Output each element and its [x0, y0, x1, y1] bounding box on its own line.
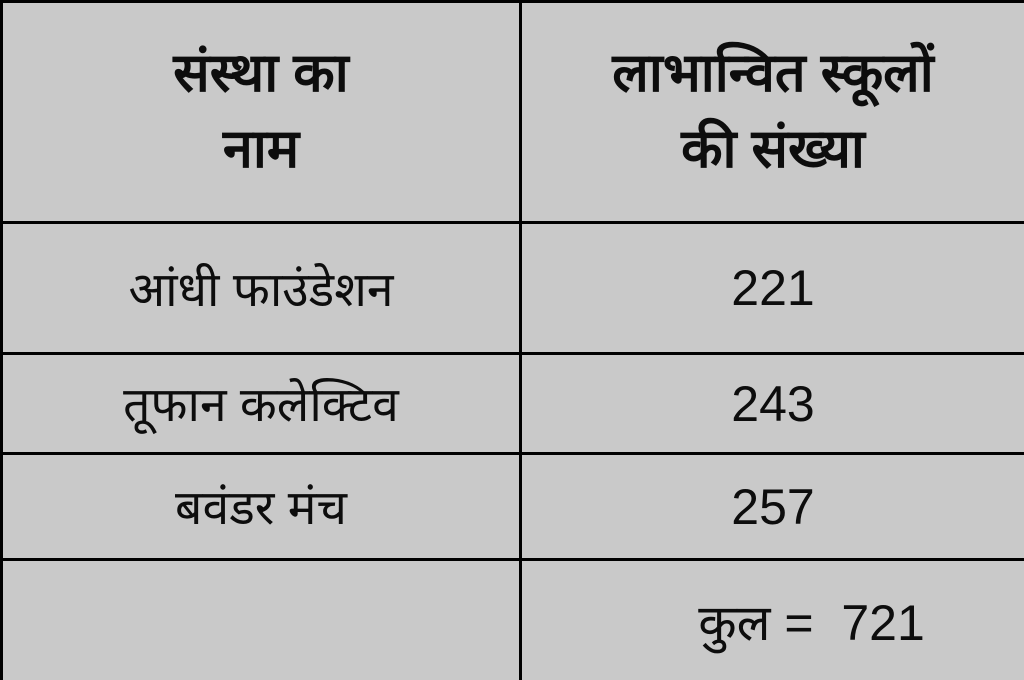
total-empty-cell: [0, 558, 522, 680]
table-row: तूफान कलेक्टिव 243: [0, 352, 1024, 455]
header-row: संस्था का नाम लाभान्वित स्कूलों की संख्य…: [0, 0, 1024, 224]
schools-count-cell: 221: [519, 221, 1024, 355]
table-row: बवंडर मंच 257: [0, 452, 1024, 561]
table-row: आंधी फाउंडेशन 221: [0, 221, 1024, 355]
organization-name-cell: बवंडर मंच: [0, 452, 522, 561]
schools-count-cell: 257: [519, 452, 1024, 561]
schools-count-cell: 243: [519, 352, 1024, 455]
total-value-cell: कुल = 721: [519, 558, 1024, 680]
total-row: कुल = 721: [0, 558, 1024, 680]
organization-name-cell: आंधी फाउंडेशन: [0, 221, 522, 355]
organization-name-cell: तूफान कलेक्टिव: [0, 352, 522, 455]
header-organization-name: संस्था का नाम: [0, 0, 522, 224]
header-benefited-schools-count: लाभान्वित स्कूलों की संख्या: [519, 0, 1024, 224]
